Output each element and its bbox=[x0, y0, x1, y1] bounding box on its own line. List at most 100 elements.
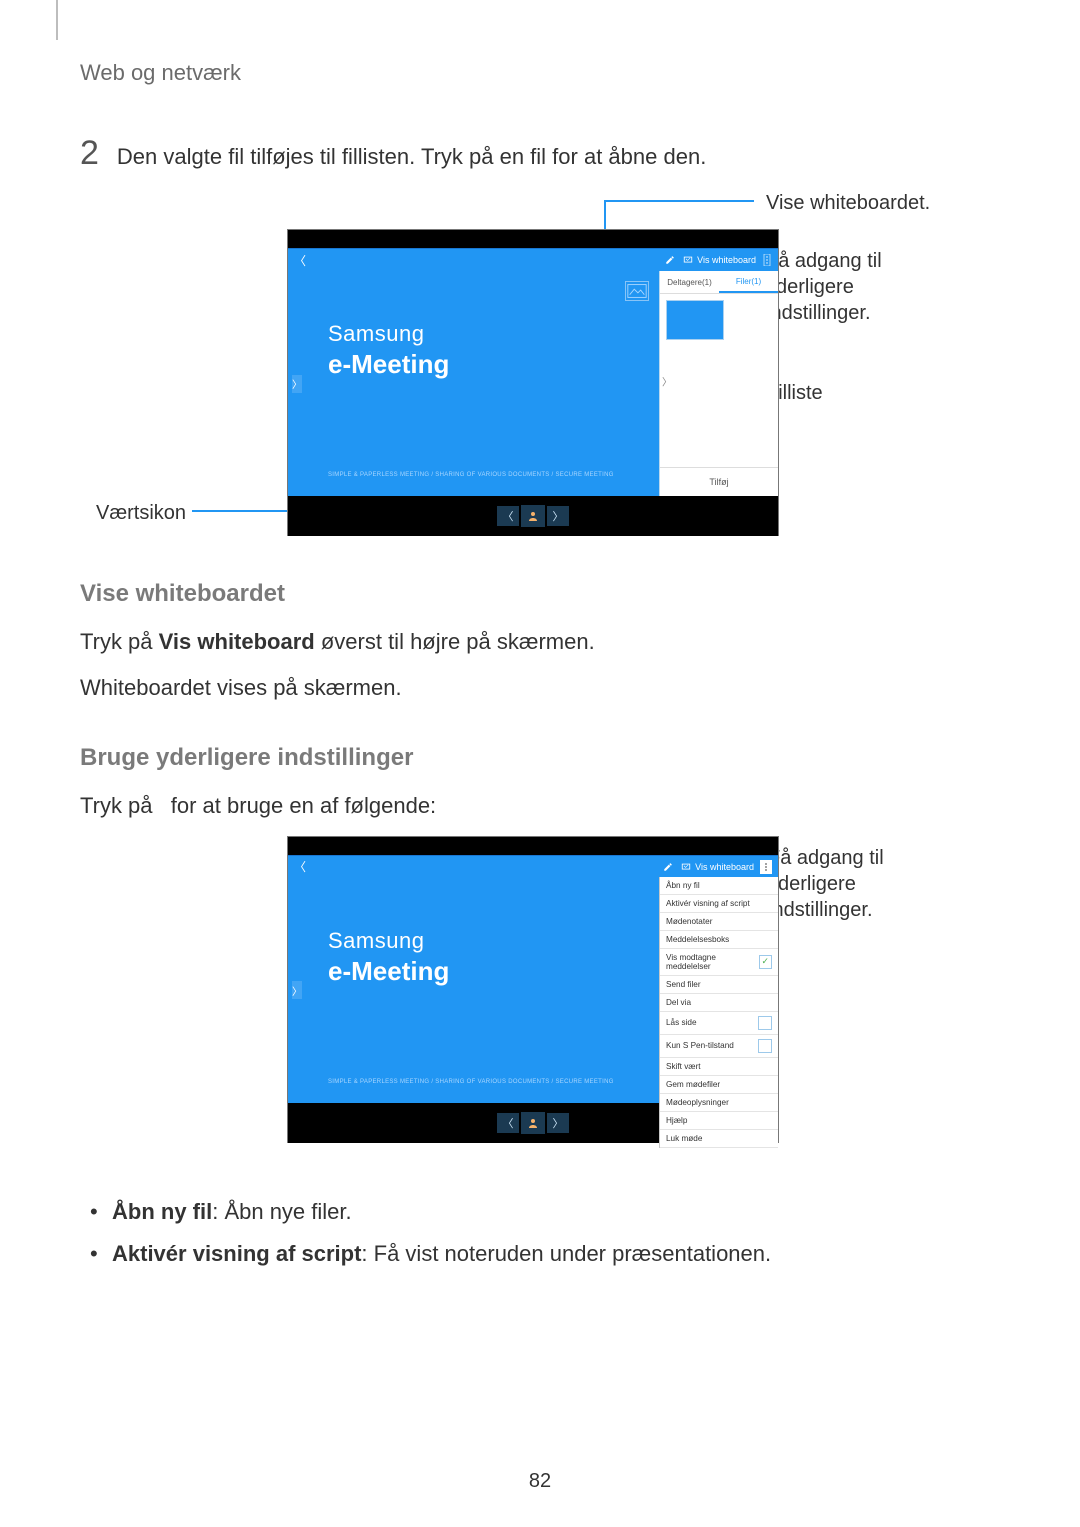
prev-button[interactable]: 〈 bbox=[497, 506, 519, 526]
whiteboard-button[interactable]: Vis whiteboard bbox=[682, 255, 756, 265]
bullet-bold: Åbn ny fil bbox=[112, 1199, 212, 1224]
back-icon[interactable]: 〈 bbox=[294, 252, 306, 269]
brand-area: Samsung e-Meeting bbox=[328, 321, 449, 380]
dropdown-item-label: Hjælp bbox=[666, 1116, 687, 1125]
dropdown-item[interactable]: Mødeoplysninger bbox=[660, 1094, 778, 1112]
para1-suffix: øverst til højre på skærmen. bbox=[315, 629, 595, 654]
step-number: 2 bbox=[80, 136, 99, 170]
add-button[interactable]: Tilføj bbox=[660, 467, 778, 496]
next-button[interactable]: 〉 bbox=[547, 506, 569, 526]
dropdown-item-label: Lås side bbox=[666, 1018, 697, 1027]
brand-area: Samsung e-Meeting bbox=[328, 928, 449, 987]
callout-settings-line: indstillinger. bbox=[768, 899, 873, 921]
tab-participants[interactable]: Deltagere(1) bbox=[660, 271, 719, 293]
dropdown-item-label: Skift vært bbox=[666, 1062, 701, 1071]
bullet-list: Åbn ny fil: Åbn nye filer. Aktivér visnin… bbox=[84, 1197, 1000, 1271]
para3-suffix: for at bruge en af følgende: bbox=[165, 793, 437, 818]
dropdown-item-label: Mødenotater bbox=[666, 917, 712, 926]
dropdown-item-label: Vis modtagne meddelelser bbox=[666, 953, 759, 971]
paragraph-3: Tryk på for at bruge en af følgende: bbox=[80, 790, 1000, 822]
side-panel: Deltagere(1) Filer(1) 〉 Tilføj bbox=[659, 271, 778, 496]
collapse-icon[interactable]: 〉 bbox=[662, 373, 672, 388]
expand-icon[interactable]: 〉 bbox=[292, 375, 302, 393]
bullet-rest: : Åbn nye filer. bbox=[212, 1199, 351, 1224]
dropdown-item[interactable]: Vis modtagne meddelelser bbox=[660, 949, 778, 976]
status-bar bbox=[288, 230, 778, 248]
paragraph-1: Tryk på Vis whiteboard øverst til højre … bbox=[80, 626, 1000, 658]
dropdown-item[interactable]: Luk møde bbox=[660, 1130, 778, 1148]
whiteboard-label: Vis whiteboard bbox=[697, 255, 756, 265]
back-icon[interactable]: 〈 bbox=[294, 858, 306, 875]
callout-settings-line: yderligere bbox=[766, 276, 854, 298]
prev-button[interactable]: 〈 bbox=[497, 1113, 519, 1133]
callout-settings-line: Få adgang til bbox=[766, 250, 882, 272]
host-button[interactable] bbox=[521, 505, 545, 527]
dropdown-item[interactable]: Åbn ny fil bbox=[660, 877, 778, 895]
checkbox-icon[interactable] bbox=[758, 1039, 772, 1053]
checkbox-icon[interactable] bbox=[759, 955, 772, 969]
bullet-rest: : Få vist noteruden under præsentationen… bbox=[361, 1241, 771, 1266]
section-header: Web og netværk bbox=[80, 60, 1000, 86]
callout-whiteboard: Vise whiteboardet. bbox=[766, 190, 930, 216]
pen-icon[interactable] bbox=[664, 255, 676, 265]
whiteboard-label: Vis whiteboard bbox=[695, 862, 754, 872]
para1-bold: Vis whiteboard bbox=[159, 629, 315, 654]
dropdown-item[interactable]: Mødenotater bbox=[660, 913, 778, 931]
dropdown-item[interactable]: Gem mødefiler bbox=[660, 1076, 778, 1094]
dropdown-item[interactable]: Send filer bbox=[660, 976, 778, 994]
content-row: 〉 Samsung e-Meeting SIMPLE & PAPERLESS M… bbox=[288, 271, 778, 496]
dropdown-item[interactable]: Aktivér visning af script bbox=[660, 895, 778, 913]
checkbox-icon[interactable] bbox=[758, 1016, 772, 1030]
dropdown-item-label: Send filer bbox=[666, 980, 701, 989]
dropdown-item[interactable]: Hjælp bbox=[660, 1112, 778, 1130]
figure-2: Få adgang til yderligere indstillinger. … bbox=[80, 837, 1000, 1167]
dropdown-item-label: Åbn ny fil bbox=[666, 881, 700, 890]
dropdown-item-label: Luk møde bbox=[666, 1134, 702, 1143]
page-number: 82 bbox=[0, 1470, 1080, 1493]
content-row: 〉 Samsung e-Meeting SIMPLE & PAPERLESS M… bbox=[288, 878, 778, 1103]
dropdown-item[interactable]: Kun S Pen-tilstand bbox=[660, 1035, 778, 1058]
expand-icon[interactable]: 〉 bbox=[292, 981, 302, 999]
title-bar: 〈 Vis whiteboard bbox=[288, 855, 778, 878]
brand-line2: e-Meeting bbox=[328, 349, 449, 380]
callout-settings-line: Få adgang til bbox=[768, 847, 884, 869]
figure-1: Vise whiteboardet. Få adgang til yderlig… bbox=[80, 200, 1000, 540]
dropdown-item[interactable]: Meddelelsesboks bbox=[660, 931, 778, 949]
host-button[interactable] bbox=[521, 1112, 545, 1134]
whiteboard-button[interactable]: Vis whiteboard bbox=[680, 862, 754, 872]
dropdown-item-label: Del via bbox=[666, 998, 691, 1007]
pen-icon[interactable] bbox=[662, 862, 674, 872]
callout-settings-line: indstillinger. bbox=[766, 302, 871, 324]
file-thumbnail[interactable] bbox=[666, 300, 724, 340]
bullet-item: Aktivér visning af script: Få vist noter… bbox=[84, 1239, 1000, 1270]
brand-line1: Samsung bbox=[328, 321, 449, 347]
side-tabs: Deltagere(1) Filer(1) bbox=[660, 271, 778, 294]
dropdown-item[interactable]: Lås side bbox=[660, 1012, 778, 1035]
tab-files[interactable]: Filer(1) bbox=[719, 271, 778, 293]
dropdown-item[interactable]: Skift vært bbox=[660, 1058, 778, 1076]
dropdown-item-label: Gem mødefiler bbox=[666, 1080, 720, 1089]
callout-settings-line: yderligere bbox=[768, 873, 856, 895]
title-bar: 〈 Vis whiteboard bbox=[288, 248, 778, 271]
more-icon-highlighted[interactable] bbox=[760, 860, 772, 874]
callout-host: Værtsikon bbox=[96, 500, 186, 526]
device-screen-2: 〈 Vis whiteboard 〉 bbox=[288, 837, 778, 1142]
callout-settings: Få adgang til yderligere indstillinger. bbox=[766, 248, 882, 326]
dropdown-menu: Åbn ny fil Aktivér visning af script Møden… bbox=[659, 877, 778, 1148]
callout-settings-2: Få adgang til yderligere indstillinger. bbox=[768, 845, 884, 923]
brand-sub: SIMPLE & PAPERLESS MEETING / SHARING OF … bbox=[328, 1079, 614, 1085]
dropdown-item-label: Mødeoplysninger bbox=[666, 1098, 729, 1107]
dropdown-item[interactable]: Del via bbox=[660, 994, 778, 1012]
dropdown-item-label: Aktivér visning af script bbox=[666, 899, 750, 908]
main-canvas: 〉 Samsung e-Meeting SIMPLE & PAPERLESS M… bbox=[288, 271, 659, 496]
next-button[interactable]: 〉 bbox=[547, 1113, 569, 1133]
subheading-whiteboard: Vise whiteboardet bbox=[80, 580, 1000, 608]
bullet-item: Åbn ny fil: Åbn nye filer. bbox=[84, 1197, 1000, 1228]
step-row: 2 Den valgte fil tilføjes til fillisten.… bbox=[80, 136, 1000, 170]
device-screen: 〈 Vis whiteboard 〉 bbox=[288, 230, 778, 535]
dropdown-item-label: Kun S Pen-tilstand bbox=[666, 1041, 734, 1050]
more-icon[interactable] bbox=[762, 254, 772, 266]
bullet-bold: Aktivér visning af script bbox=[112, 1241, 361, 1266]
brand-line2: e-Meeting bbox=[328, 956, 449, 987]
thumbnail-icon[interactable] bbox=[625, 281, 649, 301]
